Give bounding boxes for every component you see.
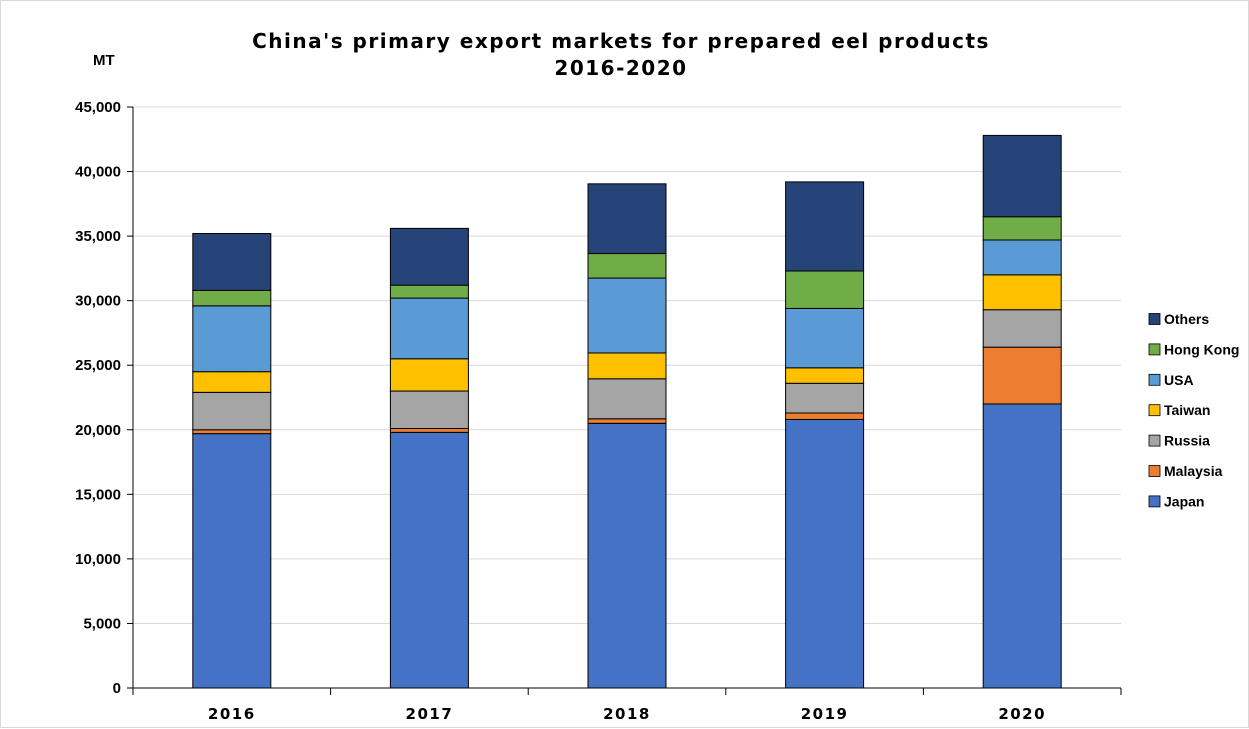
- x-tick-label: 2017: [406, 705, 454, 723]
- legend-label-japan: Japan: [1164, 493, 1204, 509]
- bar-segment-russia-2017: [389, 390, 469, 429]
- y-tick-label: 30,000: [75, 293, 121, 310]
- legend-swatch-usa: [1148, 373, 1161, 386]
- bar-segment-usa-2017: [389, 297, 469, 360]
- y-tick-label: 25,000: [75, 357, 121, 374]
- legend-label-hong-kong: Hong Kong: [1164, 341, 1239, 357]
- bar-segment-japan-2018: [587, 422, 667, 689]
- y-tick-label: 0: [113, 680, 121, 697]
- bar-segment-others-2016: [192, 233, 272, 291]
- legend: Others Hong Kong USA Taiwan Russia Malaysia Ja…: [1148, 311, 1239, 509]
- chart-title-line1: China's primary export markets for prepa…: [252, 29, 990, 53]
- legend-swatch-malaysia: [1148, 465, 1161, 477]
- x-axis-ticks: 2016 2017 2018 2019 2020: [208, 705, 1046, 723]
- y-axis-ticks: 0 5,000 10,000 15,000 20,000 25,000 30,000 35,0…: [75, 99, 133, 697]
- legend-swatch-hong-kong: [1148, 343, 1161, 356]
- legend-swatch-russia: [1148, 434, 1161, 447]
- y-tick-label: 10,000: [75, 551, 121, 568]
- bar-segment-usa-2018: [587, 277, 667, 354]
- y-tick-label: 40,000: [75, 164, 121, 181]
- bar-segment-malaysia-2018: [587, 418, 667, 424]
- x-tick-label: 2018: [603, 705, 651, 723]
- legend-label-usa: USA: [1164, 372, 1194, 388]
- bar-segment-taiwan-2020: [982, 274, 1062, 311]
- bar-segment-taiwan-2018: [587, 352, 667, 380]
- bar-segment-taiwan-2017: [389, 358, 469, 392]
- bar-segment-taiwan-2016: [192, 371, 272, 393]
- bar-segment-malaysia-2017: [389, 427, 469, 433]
- bar-segment-taiwan-2019: [785, 367, 865, 384]
- bar-segment-usa-2019: [785, 307, 865, 369]
- bar-segment-russia-2016: [192, 391, 272, 431]
- bar-segment-malaysia-2020: [982, 346, 1062, 405]
- bar-segment-hong-kong-2018: [587, 253, 667, 279]
- bar-stacks: [192, 134, 1062, 689]
- legend-label-russia: Russia: [1164, 433, 1210, 449]
- y-axis-unit-label: MT: [93, 52, 115, 69]
- bar-segment-hong-kong-2016: [192, 289, 272, 307]
- x-tick-label: 2020: [998, 705, 1046, 723]
- y-tick-label: 5,000: [83, 615, 121, 632]
- bar-segment-japan-2019: [785, 418, 865, 689]
- x-tick-label: 2019: [801, 705, 849, 723]
- bar-segment-others-2018: [587, 183, 667, 255]
- bar-segment-others-2017: [389, 227, 469, 286]
- axes: [132, 107, 1122, 695]
- bar-segment-russia-2020: [982, 309, 1062, 348]
- y-tick-label: 45,000: [75, 99, 121, 116]
- bar-segment-hong-kong-2019: [785, 270, 865, 309]
- bar-segment-japan-2020: [982, 403, 1062, 689]
- y-tick-label: 20,000: [75, 422, 121, 439]
- legend-label-malaysia: Malaysia: [1164, 463, 1223, 479]
- legend-swatch-japan: [1148, 495, 1161, 508]
- bar-segment-usa-2016: [192, 305, 272, 373]
- bar-segment-japan-2017: [389, 431, 469, 689]
- y-tick-label: 35,000: [75, 228, 121, 245]
- bar-segment-hong-kong-2020: [982, 216, 1062, 241]
- bar-segment-hong-kong-2017: [389, 284, 469, 299]
- legend-label-others: Others: [1164, 311, 1209, 327]
- legend-label-taiwan: Taiwan: [1164, 402, 1210, 418]
- bar-segment-usa-2020: [982, 239, 1062, 276]
- legend-swatch-others: [1148, 313, 1161, 325]
- bar-segment-japan-2016: [192, 433, 272, 689]
- y-tick-label: 15,000: [75, 486, 121, 503]
- x-tick-label: 2016: [208, 705, 256, 723]
- bar-segment-russia-2019: [785, 382, 865, 414]
- legend-swatch-taiwan: [1148, 404, 1161, 417]
- bar-segment-malaysia-2019: [785, 412, 865, 420]
- bar-segment-malaysia-2016: [192, 429, 272, 435]
- chart-title-line2: 2016-2020: [554, 56, 687, 80]
- bar-segment-others-2020: [982, 134, 1062, 218]
- bar-segment-russia-2018: [587, 378, 667, 420]
- bar-segment-others-2019: [785, 181, 865, 272]
